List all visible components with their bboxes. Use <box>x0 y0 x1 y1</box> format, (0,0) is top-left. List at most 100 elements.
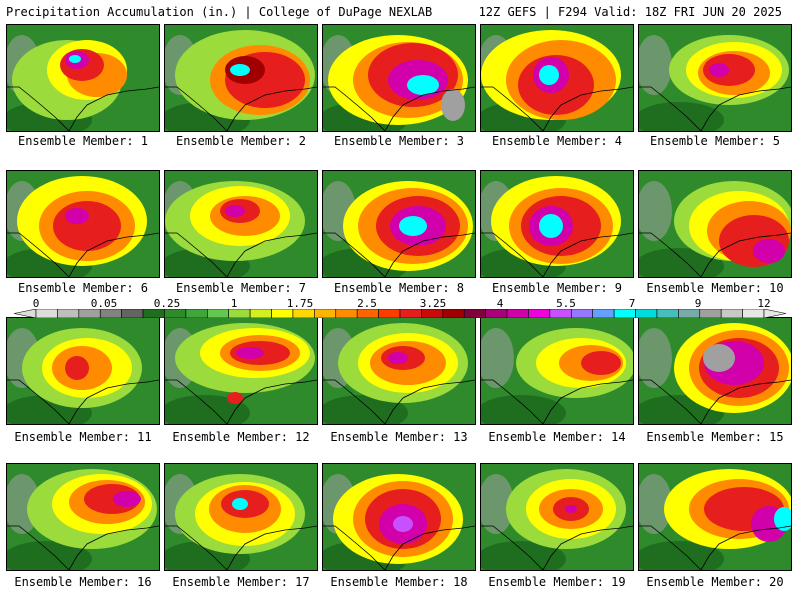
colorbar-swatch <box>271 309 294 318</box>
colorbar-tick-label: 9 <box>694 297 702 310</box>
ensemble-member-map <box>322 317 476 425</box>
dry-area <box>639 474 672 534</box>
ensemble-member-label: Ensemble Member: 10 <box>646 281 784 295</box>
colorbar-tick-label: 1.75 <box>286 297 314 310</box>
coastline-border <box>7 525 159 570</box>
colorbar-swatch <box>678 309 701 318</box>
colorbar-swatch <box>228 309 251 318</box>
precip-contour <box>539 65 559 85</box>
colorbar-swatch <box>185 309 208 318</box>
ensemble-member-map <box>322 24 476 132</box>
colorbar-tick-label: 1 <box>230 297 238 310</box>
coastline-border <box>639 525 791 570</box>
ensemble-member-label: Ensemble Member: 20 <box>646 575 784 589</box>
ensemble-member-map <box>638 463 792 571</box>
coastline-border <box>165 525 317 570</box>
colorbar-swatch <box>164 309 187 318</box>
ensemble-member-map <box>480 24 634 132</box>
ensemble-member-map <box>164 170 318 278</box>
colorbar-tick-label: 3.25 <box>419 297 447 310</box>
colorbar-swatch <box>356 309 379 318</box>
ensemble-member-label: Ensemble Member: 13 <box>330 430 468 444</box>
coastline-border <box>7 232 159 277</box>
colorbar-swatch <box>485 309 508 318</box>
colorbar-swatch <box>35 309 58 318</box>
coastline-border <box>639 86 791 131</box>
low-precip-area <box>323 395 408 424</box>
ensemble-member-label: Ensemble Member: 4 <box>491 134 623 148</box>
precip-contour <box>227 392 243 404</box>
ensemble-member-map <box>322 463 476 571</box>
precip-contour <box>232 498 248 510</box>
low-precip-area <box>481 541 566 570</box>
ensemble-member-label: Ensemble Member: 14 <box>488 430 626 444</box>
precip-contour <box>709 63 729 77</box>
dry-area <box>639 35 672 95</box>
precip-contour <box>230 64 250 76</box>
ensemble-member-map <box>638 24 792 132</box>
coastline-border <box>323 232 475 277</box>
ensemble-member-label: Ensemble Member: 11 <box>14 430 152 444</box>
ensemble-member-map <box>480 170 634 278</box>
precip-contour <box>388 352 408 364</box>
colorbar-tick-label: 2.5 <box>357 297 377 310</box>
ensemble-member-map <box>6 170 160 278</box>
precip-contour <box>407 75 439 95</box>
dry-area <box>481 328 514 388</box>
colorbar <box>14 309 786 318</box>
ensemble-member-map <box>638 170 792 278</box>
coastline-border <box>323 379 475 424</box>
ensemble-member-map <box>164 317 318 425</box>
precip-contour <box>399 216 427 236</box>
precip-contour <box>65 356 89 380</box>
precip-contour <box>774 507 791 531</box>
coastline-border <box>165 232 317 277</box>
ensemble-member-map <box>322 170 476 278</box>
ensemble-member-map <box>6 24 160 132</box>
colorbar-swatch <box>206 309 230 318</box>
coastline-border <box>481 86 633 131</box>
ensemble-member-label: Ensemble Member: 17 <box>172 575 310 589</box>
colorbar-swatch <box>78 309 101 318</box>
colorbar-tick-label: 0 <box>32 297 40 310</box>
low-precip-area <box>639 102 724 131</box>
colorbar-swatch <box>613 309 636 318</box>
colorbar-tick-label: 0.05 <box>90 297 118 310</box>
colorbar-swatch <box>592 309 615 318</box>
coastline-border <box>165 86 317 131</box>
low-precip-area <box>7 541 92 570</box>
colorbar-swatch <box>699 309 722 318</box>
ensemble-member-label: Ensemble Member: 12 <box>172 430 310 444</box>
ensemble-member-label: Ensemble Member: 7 <box>175 281 307 295</box>
ensemble-member-label: Ensemble Member: 19 <box>488 575 626 589</box>
ensemble-member-label: Ensemble Member: 5 <box>649 134 781 148</box>
precip-contour <box>53 201 121 251</box>
precip-contour <box>441 89 465 121</box>
colorbar-swatch <box>742 309 765 318</box>
precip-contour <box>113 491 141 507</box>
colorbar-swatch <box>314 309 337 318</box>
coastline-border <box>7 86 159 131</box>
colorbar-swatch <box>57 309 80 318</box>
dry-area <box>639 181 672 241</box>
ensemble-member-map <box>164 24 318 132</box>
ensemble-member-label: Ensemble Member: 9 <box>491 281 623 295</box>
precip-contour <box>225 205 245 217</box>
colorbar-swatch <box>249 309 272 318</box>
precip-contour <box>565 505 577 513</box>
colorbar-swatch <box>335 309 358 318</box>
ensemble-member-label: Ensemble Member: 6 <box>17 281 149 295</box>
ensemble-member-map <box>6 463 160 571</box>
low-precip-area <box>481 395 566 424</box>
colorbar-tick-label: 0.25 <box>153 297 181 310</box>
precip-contour <box>69 55 81 63</box>
dry-area <box>481 474 514 534</box>
colorbar-swatch <box>549 309 572 318</box>
ensemble-member-map <box>6 317 160 425</box>
colorbar-swatch <box>121 309 144 318</box>
coastline-border <box>639 379 791 424</box>
coastline-border <box>7 379 159 424</box>
colorbar-swatch <box>399 309 422 318</box>
colorbar-tick-label: 7 <box>628 297 636 310</box>
colorbar-swatch <box>635 309 658 318</box>
